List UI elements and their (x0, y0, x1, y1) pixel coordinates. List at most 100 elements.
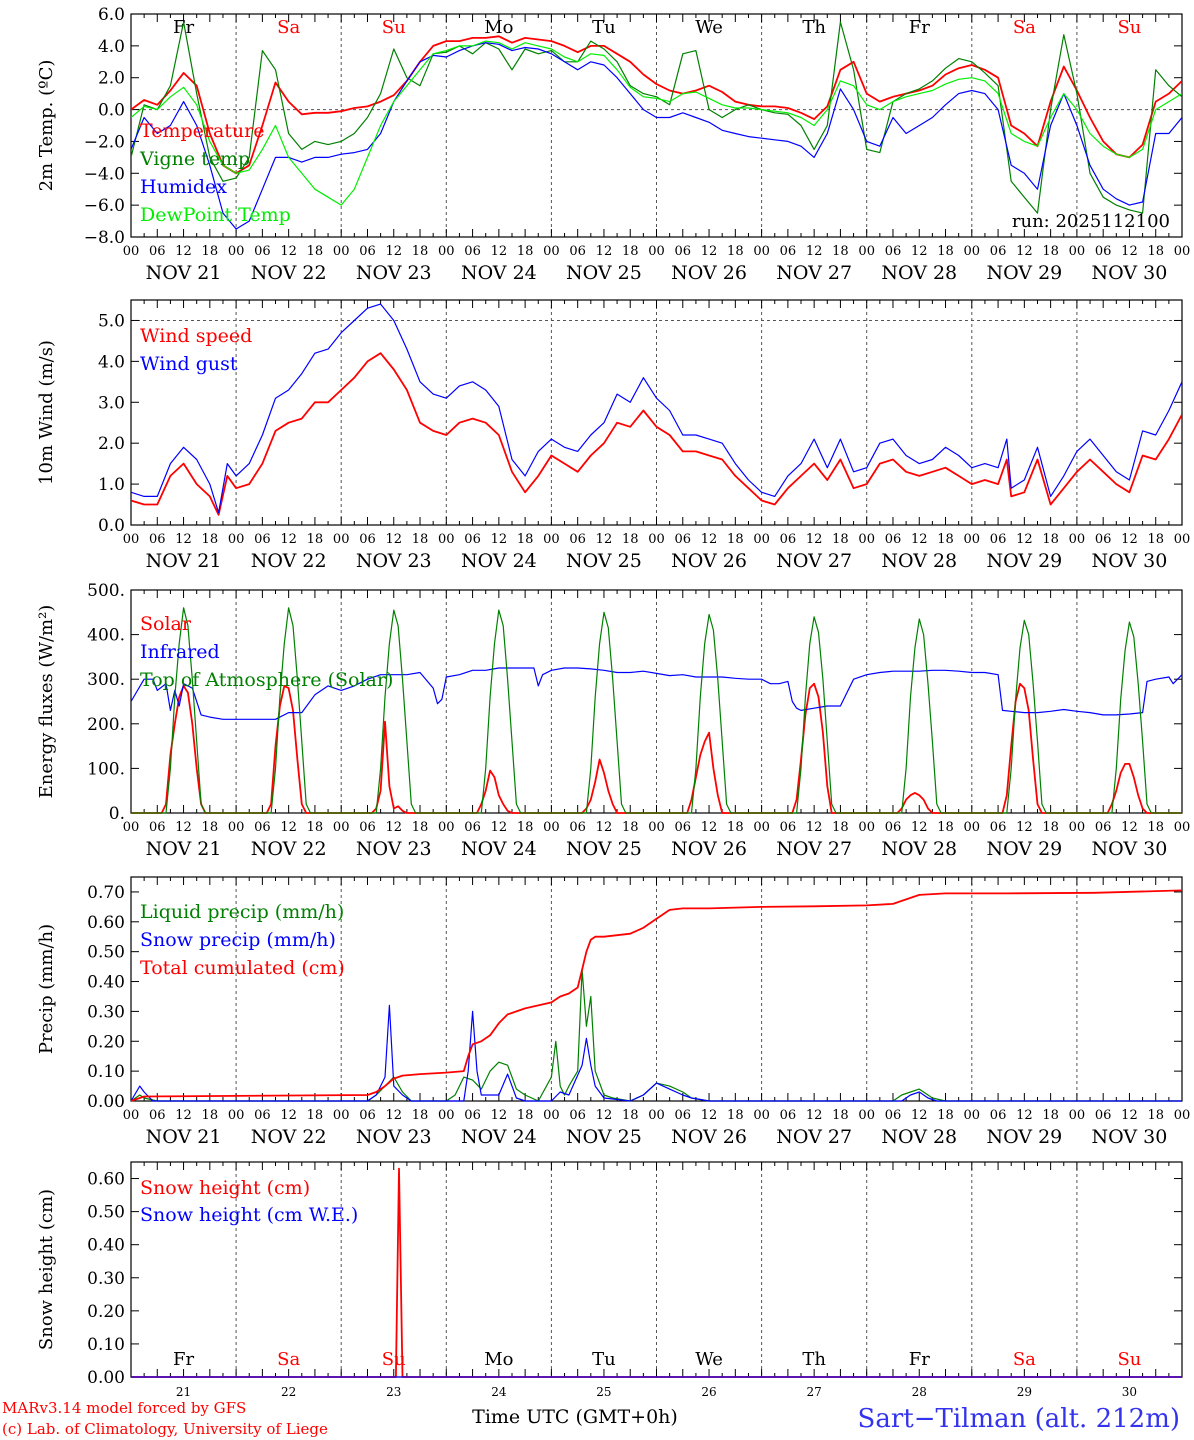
legend-entry: Humidex (140, 176, 227, 198)
hour-label: 06 (885, 532, 902, 547)
date-label: NOV 30 (1092, 550, 1168, 572)
y-tick-label: 0.70 (87, 883, 125, 903)
hour-label: 00 (964, 820, 981, 835)
date-label: NOV 24 (461, 550, 537, 572)
series-line-green (131, 21, 1182, 214)
hour-label: 06 (569, 820, 586, 835)
hour-label: 12 (1121, 244, 1138, 259)
hour-label: 06 (675, 820, 692, 835)
y-axis-label: Energy fluxes (W/m²) (36, 605, 57, 799)
day-number-label: 27 (807, 1385, 822, 1399)
hour-label: 12 (596, 820, 613, 835)
hour-label: 00 (333, 820, 350, 835)
hour-label: 00 (753, 244, 770, 259)
hour-label: 18 (622, 820, 639, 835)
y-tick-label: 2.0 (98, 434, 125, 454)
date-label: NOV 21 (146, 1126, 222, 1148)
weekday-label: Sa (277, 1349, 300, 1370)
hour-label: 06 (254, 244, 271, 259)
hour-label: 06 (149, 532, 166, 547)
hour-label: 06 (990, 1108, 1007, 1123)
date-label: NOV 27 (776, 550, 852, 572)
hour-label: 06 (675, 244, 692, 259)
hour-label: 12 (491, 244, 508, 259)
y-tick-label: 0.50 (87, 1203, 125, 1223)
hour-label: 06 (359, 820, 376, 835)
day-number-label: 29 (1017, 1385, 1032, 1399)
hour-label: 12 (701, 820, 718, 835)
hour-label: 18 (727, 244, 744, 259)
hour-label: 12 (911, 820, 928, 835)
hour-label: 12 (596, 1108, 613, 1123)
legend-entry: Liquid precip (mm/h) (140, 901, 344, 923)
hour-label: 12 (280, 532, 297, 547)
date-label: NOV 27 (776, 1126, 852, 1148)
date-label: NOV 23 (356, 1126, 432, 1148)
hour-label: 00 (964, 244, 981, 259)
y-tick-label: −8.0 (84, 228, 125, 248)
series-line-green (131, 607, 1182, 814)
hour-label: 18 (1042, 820, 1059, 835)
legend-entry: Wind speed (140, 325, 252, 347)
hour-label: 12 (1016, 532, 1033, 547)
hour-label: 18 (727, 1108, 744, 1123)
hour-label: 18 (1042, 532, 1059, 547)
hour-label: 00 (1069, 1108, 1086, 1123)
hour-label: 12 (1121, 1108, 1138, 1123)
legend-entry: Infrared (140, 641, 220, 663)
date-label: NOV 26 (671, 838, 747, 860)
run-annotation: run: 2025112100 (1012, 211, 1170, 232)
y-tick-label: 0. (109, 804, 125, 824)
hour-label: 12 (385, 532, 402, 547)
hour-label: 18 (832, 532, 849, 547)
hour-label: 18 (412, 532, 429, 547)
hour-label: 00 (753, 820, 770, 835)
hour-label: 00 (123, 532, 140, 547)
series-line-blue (131, 667, 1182, 720)
date-label: NOV 25 (566, 1126, 642, 1148)
hour-label: 00 (1069, 244, 1086, 259)
y-tick-label: 100. (87, 759, 125, 779)
series-line-red (131, 352, 1182, 516)
hour-label: 06 (569, 244, 586, 259)
hour-label: 12 (701, 532, 718, 547)
hour-label: 00 (858, 820, 875, 835)
hour-label: 00 (1174, 244, 1191, 259)
hour-label: 00 (543, 820, 560, 835)
hour-label: 12 (806, 532, 823, 547)
hour-label: 06 (149, 820, 166, 835)
weekday-label: Su (382, 17, 406, 38)
hour-label: 18 (202, 820, 219, 835)
y-tick-label: 5.0 (98, 311, 125, 331)
hour-label: 06 (254, 820, 271, 835)
date-label: NOV 26 (671, 262, 747, 284)
hour-label: 00 (964, 1108, 981, 1123)
panel-3: 0. 100. 200. 300. 400. 500. Energy fluxes (W/m… (36, 581, 1190, 860)
hour-label: 18 (202, 244, 219, 259)
panel-5: 0.00 0.10 0.20 0.30 0.40 0.50 0.60 Snow height … (36, 1161, 1183, 1399)
y-tick-label: 0.20 (87, 1302, 125, 1322)
weekday-label: Fr (909, 1349, 930, 1370)
hour-label: 00 (333, 244, 350, 259)
hour-label: 12 (806, 820, 823, 835)
y-tick-label: 0.40 (87, 1236, 125, 1256)
hour-label: 18 (1147, 1108, 1164, 1123)
y-tick-label: 0.0 (98, 516, 125, 536)
hour-label: 00 (438, 532, 455, 547)
hour-label: 12 (806, 244, 823, 259)
y-axis-label: Precip (mm/h) (36, 924, 57, 1054)
hour-label: 00 (648, 532, 665, 547)
hour-label: 00 (333, 532, 350, 547)
hour-label: 06 (464, 244, 481, 259)
y-tick-label: 3.0 (98, 393, 125, 413)
station-name: Sart−Tilman (alt. 212m) (858, 1404, 1180, 1434)
hour-label: 06 (990, 244, 1007, 259)
hour-label: 00 (228, 1108, 245, 1123)
day-number-label: 22 (281, 1385, 296, 1399)
hour-label: 18 (727, 820, 744, 835)
date-label: NOV 22 (251, 1126, 327, 1148)
y-tick-label: 0.40 (87, 973, 125, 993)
date-label: NOV 28 (881, 262, 957, 284)
y-tick-label: −2.0 (84, 132, 125, 152)
date-label: NOV 28 (881, 550, 957, 572)
